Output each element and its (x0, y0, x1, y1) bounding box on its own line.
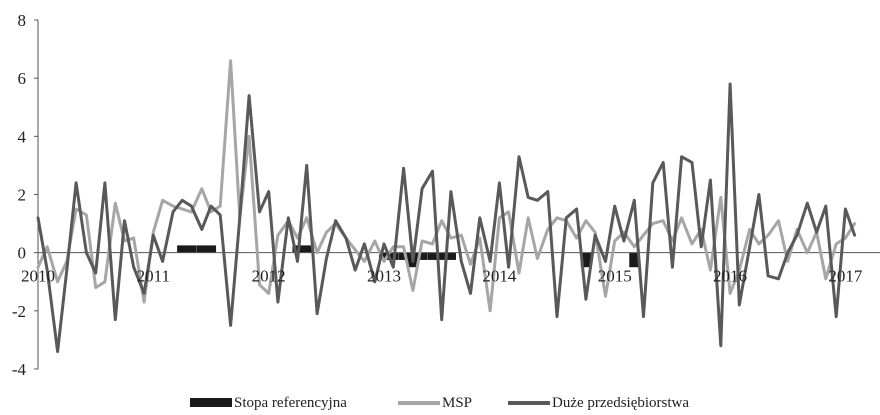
y-tick-label: -2 (12, 302, 26, 321)
x-tick-label: 2013 (367, 267, 401, 286)
y-tick-label: 8 (18, 11, 27, 30)
x-tick-label: 2017 (828, 267, 863, 286)
y-tick-label: 6 (18, 69, 27, 88)
x-axis: 2010 2011 2012 2013 2014 2015 2016 2017 (21, 267, 863, 286)
bar-mark (301, 245, 312, 253)
x-tick-label: 2016 (713, 267, 747, 286)
legend-swatch (190, 398, 232, 407)
x-tick-label: 2014 (482, 267, 517, 286)
bar-mark (378, 252, 390, 260)
x-tick-label: 2011 (137, 267, 170, 286)
x-tick-label: 2012 (252, 267, 286, 286)
bar-mark (427, 252, 438, 260)
bar-mark (177, 245, 188, 253)
x-tick-label: 2015 (598, 267, 632, 286)
series-line (36, 59, 857, 313)
y-tick-label: 4 (18, 127, 27, 146)
legend-label: Stopa referencyjna (234, 395, 347, 411)
y-tick-label: -4 (12, 360, 27, 379)
legend-label: MSP (442, 395, 472, 411)
bar-mark (436, 252, 447, 260)
legend: Stopa referencyjna MSP Duże przedsiębiorst… (190, 395, 689, 411)
y-tick-label: 0 (18, 244, 27, 263)
series-line (36, 82, 857, 354)
bar-mark (398, 252, 409, 260)
bar-mark (445, 252, 456, 260)
y-axis: 8 6 4 2 0 -2 -4 (12, 11, 38, 379)
bar-mark (196, 245, 207, 253)
bar-mark (205, 245, 217, 253)
legend-label: Duże przedsiębiorstwa (552, 395, 689, 411)
bar-mark (186, 245, 197, 253)
line-series-layer (36, 59, 857, 354)
bar-mark (417, 252, 428, 260)
bar-mark (580, 252, 591, 268)
y-tick-label: 2 (18, 186, 27, 205)
bar-mark (629, 252, 640, 268)
x-tick-label: 2010 (21, 267, 55, 286)
